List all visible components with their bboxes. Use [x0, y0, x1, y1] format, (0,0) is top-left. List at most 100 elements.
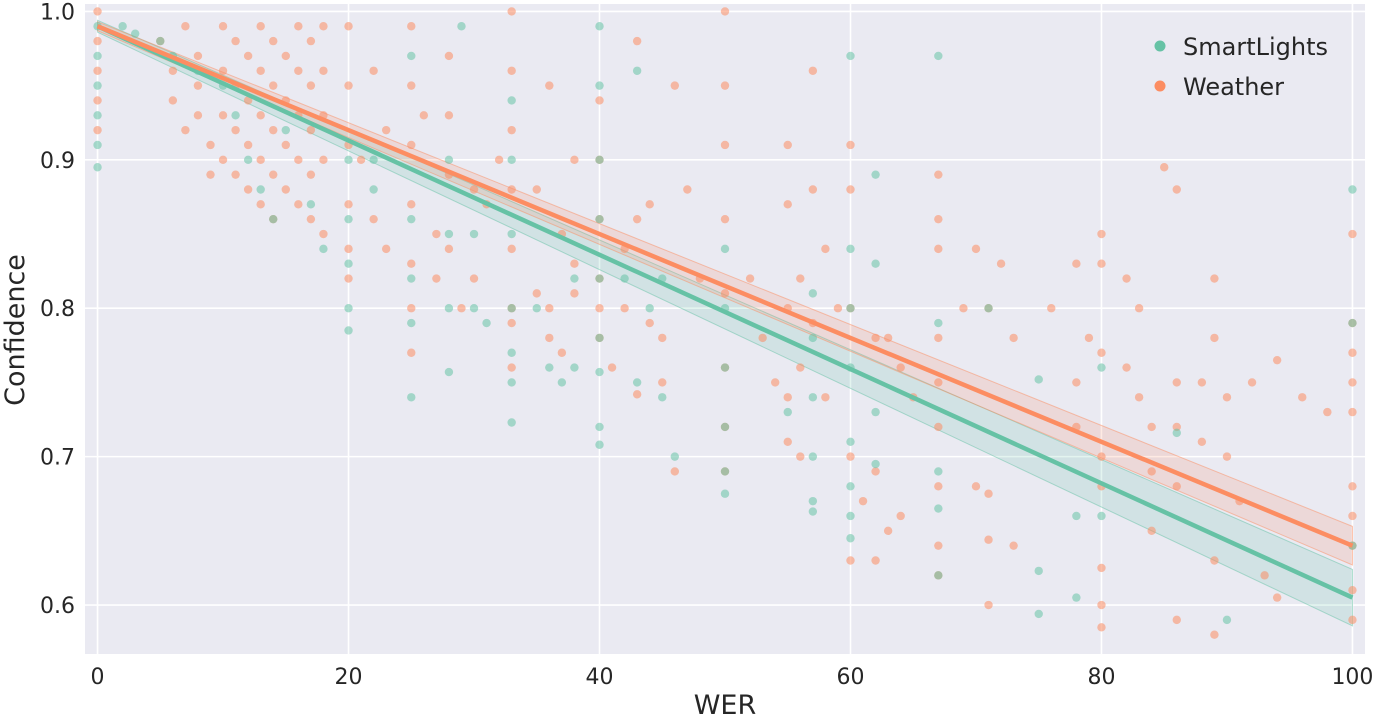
point-weather: [808, 66, 818, 75]
point-smartlights: [595, 214, 604, 224]
point-weather: [218, 111, 228, 120]
point-weather: [407, 259, 416, 268]
regression-lines: [96, 24, 1354, 600]
point-weather: [93, 36, 102, 46]
point-smartlights: [369, 185, 378, 194]
point-weather: [1197, 378, 1207, 387]
point-weather: [1172, 378, 1181, 387]
point-smartlights: [595, 367, 604, 377]
point-weather: [1009, 333, 1018, 343]
point-weather: [545, 304, 554, 313]
point-weather: [996, 259, 1006, 268]
point-weather: [1298, 393, 1307, 402]
point-weather: [1147, 467, 1156, 476]
point-weather: [796, 274, 805, 283]
point-weather: [306, 36, 316, 46]
point-weather: [1348, 378, 1357, 387]
point-smartlights: [130, 29, 140, 38]
point-smartlights: [444, 304, 454, 313]
point-weather: [971, 244, 981, 254]
point-weather: [720, 289, 730, 298]
point-smartlights: [507, 378, 516, 387]
point-smartlights: [720, 489, 730, 498]
point-weather: [557, 348, 567, 357]
regression-line-weather: [96, 24, 1354, 548]
point-smartlights: [934, 467, 943, 476]
point-weather: [281, 51, 290, 61]
point-weather: [407, 304, 416, 313]
point-weather: [1122, 363, 1131, 372]
point-weather: [1222, 393, 1232, 402]
point-weather: [1348, 407, 1357, 417]
point-smartlights: [457, 22, 466, 31]
point-smartlights: [871, 170, 880, 179]
point-weather: [231, 125, 240, 135]
point-weather: [1122, 274, 1131, 283]
point-weather: [469, 185, 479, 194]
point-weather: [896, 511, 905, 521]
point-weather: [193, 81, 203, 90]
point-smartlights: [482, 318, 491, 328]
point-weather: [984, 535, 993, 544]
point-weather: [306, 214, 316, 224]
x-axis-label: WER: [694, 690, 757, 719]
point-weather: [720, 140, 730, 150]
point-weather: [369, 214, 378, 224]
point-weather: [507, 185, 516, 194]
point-weather: [846, 556, 855, 565]
point-weather: [381, 244, 391, 254]
point-smartlights: [632, 66, 642, 75]
point-weather: [181, 22, 190, 31]
point-weather: [231, 170, 240, 179]
point-weather: [658, 378, 667, 387]
point-weather: [871, 467, 880, 476]
point-weather: [758, 333, 767, 343]
point-smartlights: [846, 482, 855, 491]
point-smartlights: [93, 163, 102, 172]
point-smartlights: [808, 452, 818, 461]
x-tick-label: 100: [1331, 665, 1373, 690]
point-weather: [808, 185, 818, 194]
point-weather: [319, 66, 328, 75]
point-weather: [1097, 348, 1106, 357]
x-tick-labels: 0 20 40 60 80 100: [91, 665, 1374, 690]
point-weather: [532, 289, 541, 298]
point-smartlights: [1034, 375, 1043, 384]
point-smartlights: [658, 393, 667, 402]
point-weather: [381, 125, 391, 135]
point-weather: [883, 333, 893, 343]
point-smartlights: [507, 304, 516, 313]
point-weather: [181, 125, 190, 135]
x-tick-label: 20: [335, 665, 363, 690]
point-smartlights: [808, 496, 818, 506]
point-weather: [168, 96, 178, 105]
point-weather: [532, 185, 541, 194]
point-weather: [444, 51, 454, 61]
point-weather: [607, 363, 617, 372]
y-tick-label: 0.6: [40, 594, 75, 619]
point-weather: [595, 96, 604, 105]
point-weather: [1197, 437, 1207, 446]
point-smartlights: [93, 111, 102, 120]
point-smartlights: [808, 289, 818, 298]
point-weather: [545, 333, 554, 343]
legend: SmartLights Weather: [1154, 33, 1328, 101]
point-weather: [1348, 615, 1357, 625]
point-weather: [959, 304, 968, 313]
point-smartlights: [444, 367, 454, 377]
point-smartlights: [93, 81, 102, 90]
point-smartlights: [783, 407, 792, 417]
point-smartlights: [846, 51, 855, 61]
point-smartlights: [306, 200, 316, 209]
point-weather: [570, 155, 579, 165]
point-weather: [632, 36, 642, 46]
point-weather: [243, 185, 253, 194]
point-weather: [783, 200, 792, 209]
point-weather: [796, 452, 805, 461]
point-smartlights: [1072, 511, 1081, 521]
point-smartlights: [344, 304, 353, 313]
point-weather: [243, 140, 253, 150]
point-smartlights: [469, 229, 479, 239]
point-weather: [344, 274, 353, 283]
point-smartlights: [984, 304, 993, 313]
